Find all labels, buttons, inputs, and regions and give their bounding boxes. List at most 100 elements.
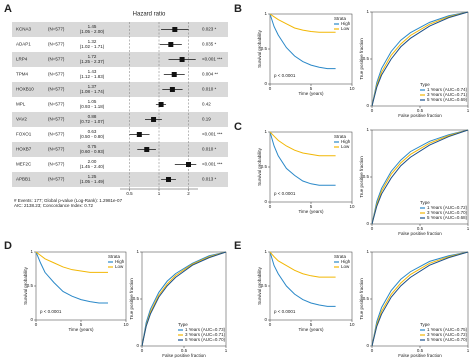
gene-label: FOXO1: [16, 132, 32, 137]
gene-label: KCNA3: [16, 27, 32, 32]
hr-point: [136, 132, 142, 137]
x-tick-label: 5: [310, 322, 313, 327]
y-tick-label: 1: [366, 249, 369, 254]
n-label: (N=577): [48, 102, 65, 107]
hr-label: 0.63: [88, 129, 97, 134]
survival-curve: [35, 251, 108, 273]
ci-label: (0.60 - 0.93): [80, 149, 105, 154]
y-tick-label: 1: [264, 129, 267, 134]
n-label: (N=577): [48, 72, 65, 77]
y-tick-label: 1: [30, 249, 33, 254]
n-label: (N=577): [48, 147, 65, 152]
x-axis-label: Time (years): [298, 91, 324, 96]
n-label: (N=577): [48, 57, 65, 62]
n-label: (N=577): [48, 42, 65, 47]
hr-label: 1.25: [88, 174, 97, 179]
y-tick-label: 0: [366, 103, 369, 108]
panel-letter: C: [234, 121, 242, 133]
ci-label: (0.93 - 1.18): [80, 104, 105, 109]
roc-curve: [371, 129, 469, 225]
footnote: AIC: 2138.23; Concordance Index: 0.72: [14, 203, 94, 208]
p-label: 0.010 *: [202, 147, 217, 152]
hr-point: [151, 117, 157, 122]
ci-label: (1.25 - 2.37): [80, 59, 105, 64]
legend-title: Strata: [334, 254, 347, 259]
legend-label: 1 Years (AUC=0.73): [185, 327, 226, 332]
n-label: (N=577): [48, 87, 65, 92]
y-axis-label: True positive fraction: [129, 278, 134, 320]
legend-label: 5 Years (AUC=0.70): [427, 337, 468, 342]
hr-label: 1.37: [88, 84, 97, 89]
p-label: 0.035 *: [202, 42, 217, 47]
legend-label: 3 Years (AUC=0.71): [427, 92, 468, 97]
p-value-annotation: p < 0.0001: [274, 191, 296, 196]
y-axis-label: True positive fraction: [359, 156, 364, 198]
p-value-annotation: p < 0.0001: [274, 309, 296, 314]
gene-label: ADAP1: [16, 42, 31, 47]
y-axis-label: Survival probability: [257, 147, 262, 186]
y-tick-label: 0: [366, 343, 369, 348]
legend-label: High: [341, 259, 351, 264]
x-tick-label: 5: [310, 86, 313, 91]
legend-title: Type: [420, 322, 430, 327]
p-label: 0.004 **: [202, 72, 218, 77]
legend-label: 5 Years (AUC=0.68): [427, 215, 468, 220]
legend-title: Strata: [334, 134, 347, 139]
row-band: [12, 112, 228, 127]
row-band: [12, 142, 228, 157]
x-axis-label: Time (years): [68, 327, 94, 332]
y-tick-label: 0: [264, 199, 267, 204]
legend-label: Low: [115, 264, 124, 269]
legend-label: 1 Years (AUC=0.72): [427, 205, 468, 210]
y-tick-label: 1: [264, 249, 267, 254]
y-tick-label: 1: [136, 249, 139, 254]
y-tick-label: 0.5: [363, 296, 370, 301]
x-tick-label: 10: [349, 86, 355, 91]
legend-title: Type: [178, 322, 188, 327]
p-label: 0.42: [202, 102, 211, 107]
roc-curve: [371, 251, 469, 347]
hr-label: 1.32: [88, 39, 97, 44]
legend-title: Type: [420, 200, 430, 205]
y-axis-label: True positive fraction: [359, 38, 364, 80]
gene-label: HOXB10: [16, 87, 34, 92]
x-tick-label: 0: [371, 226, 374, 231]
roc-curve: [371, 251, 469, 347]
x-axis-label: False positive fraction: [398, 113, 442, 118]
x-axis-label: False positive fraction: [398, 353, 442, 358]
x-tick-label: 0.5: [181, 348, 188, 353]
chart-title: Hazard ratio: [133, 12, 166, 18]
roc-curve: [141, 251, 227, 347]
p-label: 0.010 *: [202, 87, 217, 92]
hr-label: 1.72: [88, 54, 97, 59]
row-band: [12, 52, 228, 67]
ci-label: (1.45 - 2.40): [80, 164, 105, 169]
hr-label: 2.00: [88, 159, 97, 164]
p-label: 0.19: [202, 117, 211, 122]
p-label: <0.001 ***: [202, 162, 223, 167]
x-tick-label: 1: [225, 348, 228, 353]
roc-curve: [371, 129, 469, 225]
gene-label: MEF2C: [16, 162, 32, 167]
y-tick-label: 0.5: [133, 296, 140, 301]
x-tick-label: 0.5: [417, 108, 424, 113]
survival-curve: [269, 251, 336, 278]
p-value-annotation: p < 0.0001: [274, 73, 296, 78]
roc-curve: [141, 251, 227, 347]
y-tick-label: 0: [30, 317, 33, 322]
hr-point: [158, 102, 164, 107]
x-tick-label: 5: [80, 322, 83, 327]
x-tick-label: 0.5: [417, 348, 424, 353]
ci-label: (1.12 - 1.83): [80, 74, 105, 79]
y-tick-label: 0.5: [261, 46, 268, 51]
p-label: 0.013 *: [202, 177, 217, 182]
legend-label: High: [341, 21, 351, 26]
y-tick-label: 0.5: [27, 283, 34, 288]
ci-label: (1.05 - 2.00): [80, 29, 105, 34]
roc-curve: [371, 11, 469, 107]
survival-curve: [35, 251, 108, 304]
legend-label: 1 Years (AUC=0.75): [427, 327, 468, 332]
x-axis-label: Time (years): [298, 327, 324, 332]
y-tick-label: 1: [366, 127, 369, 132]
